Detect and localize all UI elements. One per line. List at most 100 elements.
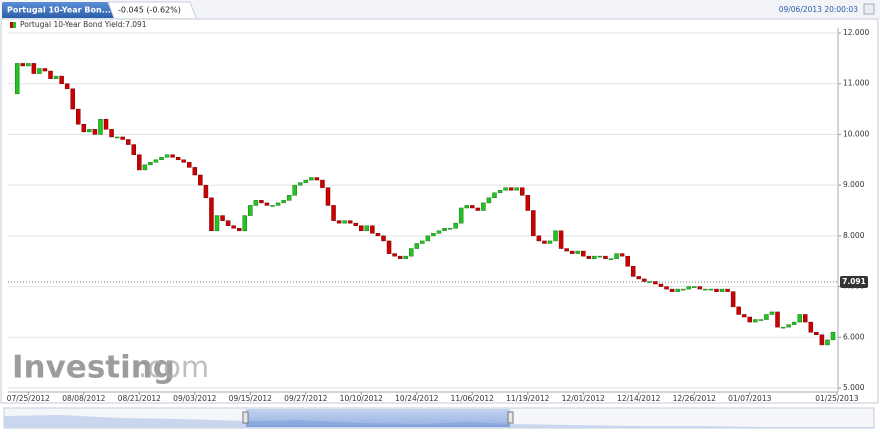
navigator-handle[interactable] (242, 411, 249, 424)
candle (525, 195, 531, 211)
candle (242, 215, 247, 232)
navigator-handle[interactable] (507, 411, 514, 424)
candle (664, 286, 669, 290)
candle (31, 63, 37, 74)
candle (20, 63, 26, 67)
y-tick-label: 12.000 (843, 28, 869, 37)
candle (314, 177, 320, 181)
candle (125, 139, 131, 145)
candle (625, 255, 630, 267)
navigator-area (4, 415, 874, 428)
candle (769, 311, 775, 315)
candle (436, 230, 442, 234)
legend-swatch-up (13, 22, 16, 28)
candle (225, 220, 231, 226)
candle (414, 243, 420, 249)
y-tick-label: 6.000 (843, 332, 865, 341)
candle (608, 258, 614, 260)
candle (447, 228, 453, 230)
candle (592, 255, 597, 259)
candle (830, 331, 836, 341)
legend-label: Portugal 10-Year Bond Yield:7.091 (20, 20, 147, 29)
candle (536, 235, 542, 242)
x-tick-label: 08/08/2012 (62, 394, 105, 403)
candle (425, 235, 431, 242)
candle (364, 225, 370, 232)
candle (575, 250, 580, 254)
candle (730, 291, 736, 308)
candle (187, 162, 192, 168)
candle (14, 63, 20, 95)
candle (392, 253, 397, 257)
legend-swatch-down (10, 22, 15, 28)
candle (370, 225, 375, 234)
candle (159, 157, 164, 161)
candle (353, 222, 358, 226)
candle (814, 331, 819, 336)
candle (703, 288, 708, 291)
chart-frame (0, 18, 879, 404)
candle (764, 314, 769, 320)
candle (342, 220, 347, 224)
candle (453, 222, 458, 229)
y-tick-label: 10.000 (843, 129, 869, 138)
candle (59, 75, 64, 84)
candle (514, 187, 519, 191)
navigator-window[interactable] (246, 409, 510, 427)
candle (26, 63, 31, 67)
candle (675, 288, 680, 292)
candle (780, 326, 786, 329)
candle (209, 197, 214, 232)
candle (719, 288, 725, 292)
candle (558, 230, 564, 249)
tab[interactable] (2, 2, 114, 18)
candle (397, 255, 403, 259)
x-tick-label: 10/24/2012 (395, 394, 438, 403)
y-tick-label: 9.000 (843, 180, 865, 189)
candle (636, 276, 642, 280)
candle (131, 144, 137, 155)
y-tick-label: 8.000 (843, 231, 865, 240)
candle (142, 164, 148, 171)
candle (470, 205, 475, 209)
candle (92, 129, 98, 135)
candle (492, 192, 497, 199)
candle (347, 220, 353, 224)
candle (320, 179, 325, 188)
x-tick-label: 09/03/2012 (173, 394, 216, 403)
candle (481, 202, 486, 211)
candle (542, 240, 547, 244)
watermark: Investing .com (12, 350, 209, 386)
candle (98, 118, 103, 135)
candle (375, 233, 381, 237)
candle (458, 207, 464, 224)
candle (270, 205, 275, 207)
watermark-brand: Investing (12, 350, 175, 386)
candle (76, 108, 81, 125)
candle (120, 136, 125, 140)
x-tick-label: 12/01/2012 (562, 394, 605, 403)
candle (53, 75, 59, 79)
close-button[interactable] (863, 3, 875, 15)
x-tick-label: 12/14/2012 (617, 394, 660, 403)
candle (680, 288, 686, 291)
candle (331, 205, 336, 221)
candle (653, 281, 658, 285)
candle (292, 184, 297, 196)
candle (797, 314, 802, 323)
candle (303, 179, 309, 183)
candle (475, 207, 481, 211)
candle (42, 68, 48, 72)
candle (137, 154, 142, 171)
tab-title[interactable]: Portugal 10-Year Bon... (7, 6, 111, 15)
candle (248, 205, 253, 216)
candle (386, 240, 392, 254)
candle (403, 255, 408, 259)
candle (725, 288, 730, 292)
header-bar (0, 0, 880, 19)
candle (692, 286, 697, 288)
candle (747, 316, 753, 323)
candle (203, 184, 209, 199)
candle (547, 240, 553, 244)
